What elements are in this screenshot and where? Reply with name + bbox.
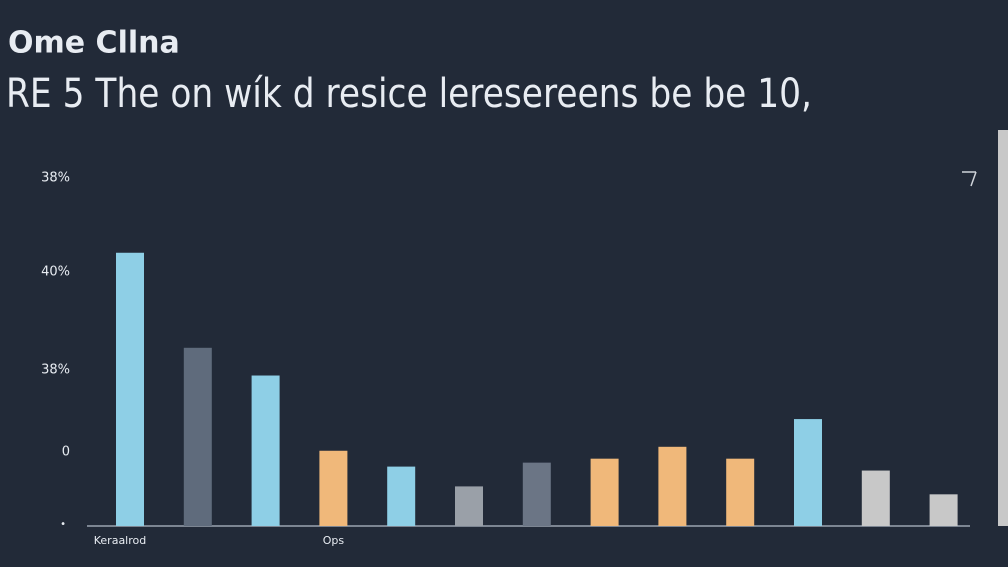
bar bbox=[522, 462, 551, 526]
x-tick-label: Keraalrod bbox=[94, 534, 147, 547]
bar bbox=[794, 419, 822, 526]
bar bbox=[116, 252, 144, 526]
bar bbox=[929, 494, 958, 526]
y-axis-label: 0 bbox=[62, 445, 70, 460]
y-axis-label: 40% bbox=[41, 265, 70, 280]
bar bbox=[387, 466, 416, 526]
bar bbox=[455, 486, 483, 526]
bar bbox=[590, 458, 619, 526]
bar bbox=[183, 347, 212, 526]
bar bbox=[251, 375, 280, 526]
legend-line bbox=[970, 171, 977, 187]
chart-subtitle: RE 5 The on wík d resice leresereens be … bbox=[6, 71, 812, 117]
side-panel bbox=[998, 130, 1008, 526]
bar bbox=[726, 458, 755, 526]
bar bbox=[658, 446, 687, 526]
chart-title: Ome Cllna bbox=[8, 26, 180, 61]
y-axis-label: 38% bbox=[41, 363, 70, 378]
y-axis-label: 38% bbox=[41, 171, 70, 186]
x-tick-label: Ops bbox=[323, 534, 345, 547]
bar bbox=[319, 450, 348, 526]
bar bbox=[861, 470, 890, 526]
y-axis-label: • bbox=[60, 519, 66, 530]
